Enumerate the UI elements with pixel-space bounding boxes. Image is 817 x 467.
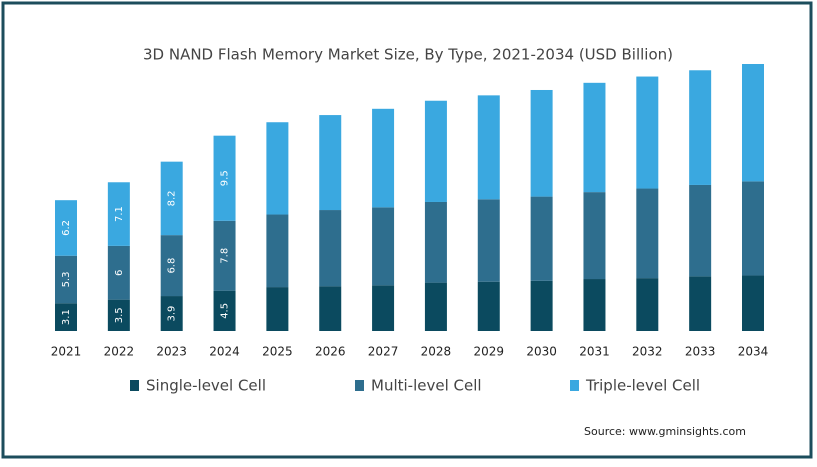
bar-segment — [107, 299, 130, 331]
bar-segment — [55, 303, 77, 331]
bar-segment — [107, 182, 130, 246]
bar-segment — [424, 201, 447, 283]
data-label: 7.1 — [114, 206, 125, 222]
bar-segment — [689, 70, 712, 185]
bar-segment — [477, 281, 500, 331]
bar-segment — [636, 188, 659, 279]
x-tick-label: 2029 — [473, 345, 504, 359]
bar-segment — [319, 115, 342, 211]
source: Source: www.gminsights.com — [584, 425, 746, 438]
x-tick-label: 2021 — [51, 345, 82, 359]
data-label: 6 — [114, 270, 125, 276]
frame — [1, 1, 813, 459]
bar-segment — [583, 192, 606, 280]
data-label: 3.5 — [114, 307, 125, 323]
legend-swatch — [130, 380, 139, 391]
bar-segment — [55, 255, 77, 304]
bar-segment — [160, 296, 183, 331]
bar-segment — [266, 214, 289, 288]
x-tick-label: 2025 — [262, 345, 293, 359]
bar-segment — [530, 89, 553, 197]
bar-segment — [477, 95, 500, 200]
x-tick-label: 2034 — [738, 345, 769, 359]
bar-segment — [636, 76, 659, 189]
data-label: 5.3 — [61, 272, 72, 288]
bar-segment — [107, 245, 130, 300]
data-label: 7.8 — [220, 248, 231, 264]
bar-segment — [742, 64, 764, 182]
bar-segment — [266, 122, 289, 215]
bar-segment — [372, 207, 395, 286]
x-tick-label: 2028 — [421, 345, 452, 359]
legend-label: Triple-level Cell — [585, 377, 700, 395]
bar-segment — [372, 108, 395, 208]
bar-segment — [372, 285, 395, 331]
data-label: 3.1 — [61, 309, 72, 325]
bar-segment — [689, 184, 712, 277]
data-label: 9.5 — [220, 170, 231, 186]
data-label: 3.9 — [167, 306, 178, 322]
data-label: 6.2 — [61, 220, 72, 236]
bar-segment — [213, 220, 236, 291]
bar-segment — [55, 200, 77, 256]
bar-segment — [160, 235, 183, 297]
bar-segment — [689, 276, 712, 331]
x-tick-label: 2031 — [579, 345, 610, 359]
bar-segment — [742, 181, 764, 276]
data-label: 4.5 — [220, 303, 231, 319]
x-tick-label: 2022 — [104, 345, 135, 359]
bar-segment — [319, 286, 342, 331]
bar-segment — [424, 282, 447, 331]
chart-title: 3D NAND Flash Memory Market Size, By Typ… — [143, 46, 673, 64]
bar-segment — [213, 135, 236, 221]
x-tick-label: 2024 — [209, 345, 240, 359]
legend-swatch — [355, 380, 364, 391]
bar-segment — [583, 82, 606, 193]
x-tick-label: 2023 — [156, 345, 187, 359]
bar-segment — [266, 287, 289, 331]
bar-segment — [213, 290, 236, 331]
x-tick-label: 2026 — [315, 345, 346, 359]
legend-label: Single-level Cell — [146, 377, 266, 395]
bar-segment — [424, 100, 447, 202]
x-tick-label: 2032 — [632, 345, 663, 359]
bar-segment — [530, 280, 553, 331]
bar-segment — [530, 196, 553, 281]
data-label: 8.2 — [167, 190, 178, 206]
bar-segment — [583, 279, 606, 331]
data-label: 6.8 — [167, 258, 178, 274]
legend-label: Multi-level Cell — [371, 377, 482, 395]
bar-segment — [636, 278, 659, 331]
bar-segment — [477, 199, 500, 282]
bar-segment — [319, 210, 342, 287]
x-tick-label: 2033 — [685, 345, 716, 359]
x-tick-label: 2030 — [526, 345, 557, 359]
bar-segment — [742, 275, 764, 331]
legend-swatch — [570, 380, 579, 391]
bar-segment — [160, 161, 183, 236]
x-tick-label: 2027 — [368, 345, 399, 359]
